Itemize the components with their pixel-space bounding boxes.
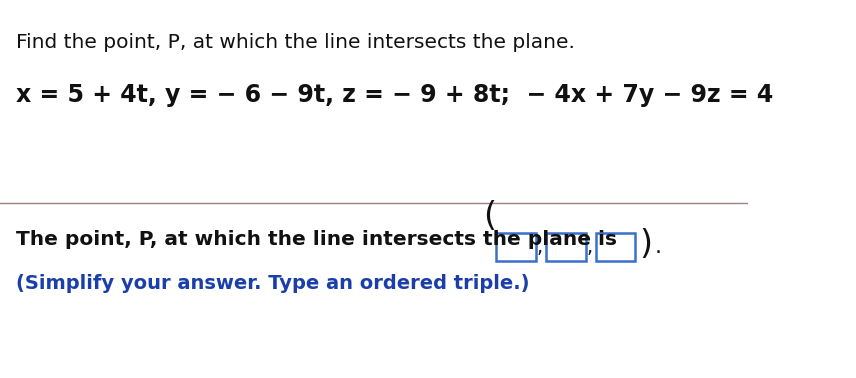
- FancyBboxPatch shape: [496, 233, 536, 261]
- Text: Find the point, P, at which the line intersects the plane.: Find the point, P, at which the line int…: [15, 33, 574, 52]
- Text: The point, P, at which the line intersects the plane is: The point, P, at which the line intersec…: [15, 230, 624, 249]
- Text: .: .: [655, 237, 662, 257]
- Text: ,: ,: [537, 238, 543, 257]
- Text: ): ): [639, 228, 652, 262]
- Text: (Simplify your answer. Type an ordered triple.): (Simplify your answer. Type an ordered t…: [15, 274, 529, 293]
- FancyBboxPatch shape: [596, 233, 635, 261]
- Text: (: (: [483, 200, 496, 234]
- Text: ,: ,: [586, 238, 592, 257]
- Text: x = 5 + 4t, y = − 6 − 9t, z = − 9 + 8t;  − 4x + 7y − 9z = 4: x = 5 + 4t, y = − 6 − 9t, z = − 9 + 8t; …: [15, 83, 773, 107]
- FancyBboxPatch shape: [546, 233, 586, 261]
